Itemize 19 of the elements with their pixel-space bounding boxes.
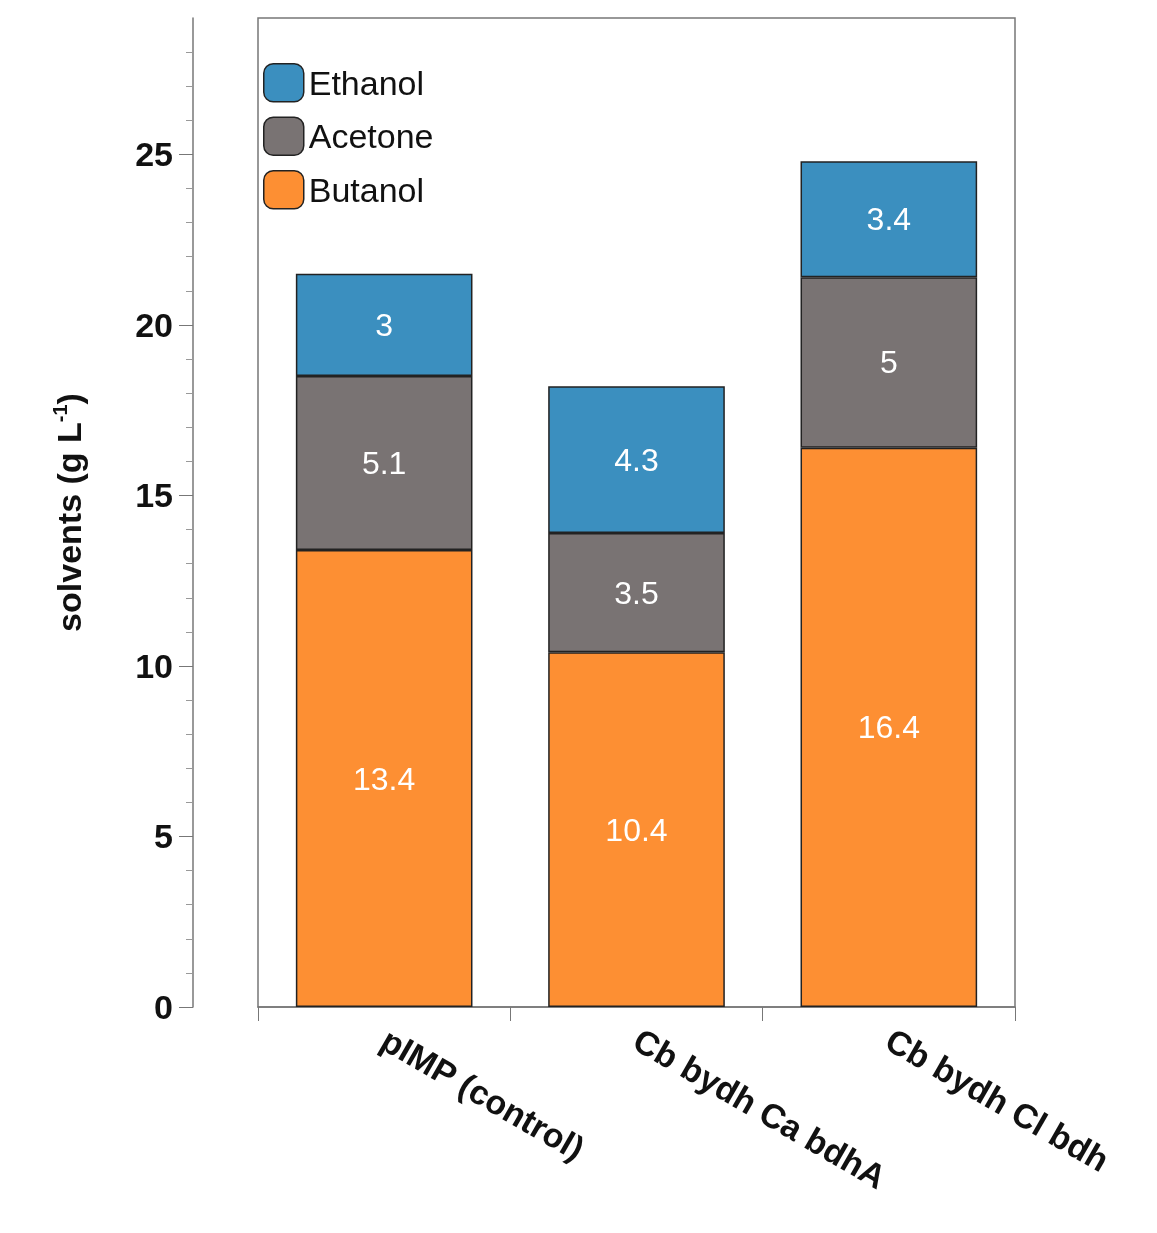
legend-label: Ethanol — [308, 63, 425, 102]
y-tick-label: 5 — [154, 817, 173, 856]
data-label: 13.4 — [353, 760, 416, 797]
y-tick-label: 25 — [135, 135, 173, 174]
y-tick-label: 15 — [135, 476, 173, 515]
data-label: 5.1 — [361, 445, 407, 482]
data-label: 10.4 — [605, 811, 668, 848]
legend-label: Butanol — [308, 170, 425, 209]
data-label: 4.3 — [614, 441, 659, 478]
y-tick-label: 0 — [154, 988, 173, 1026]
y-tick-label: 10 — [135, 646, 173, 685]
data-label: 16.4 — [857, 709, 920, 746]
data-label: 3 — [375, 306, 394, 343]
data-label: 3.5 — [614, 574, 659, 611]
y-axis-title: solvents (g L-1) — [49, 393, 88, 632]
data-label: 5 — [879, 344, 898, 381]
data-label: 3.4 — [866, 201, 912, 238]
y-tick-label: 20 — [135, 305, 173, 344]
legend-label: Acetone — [308, 117, 434, 156]
